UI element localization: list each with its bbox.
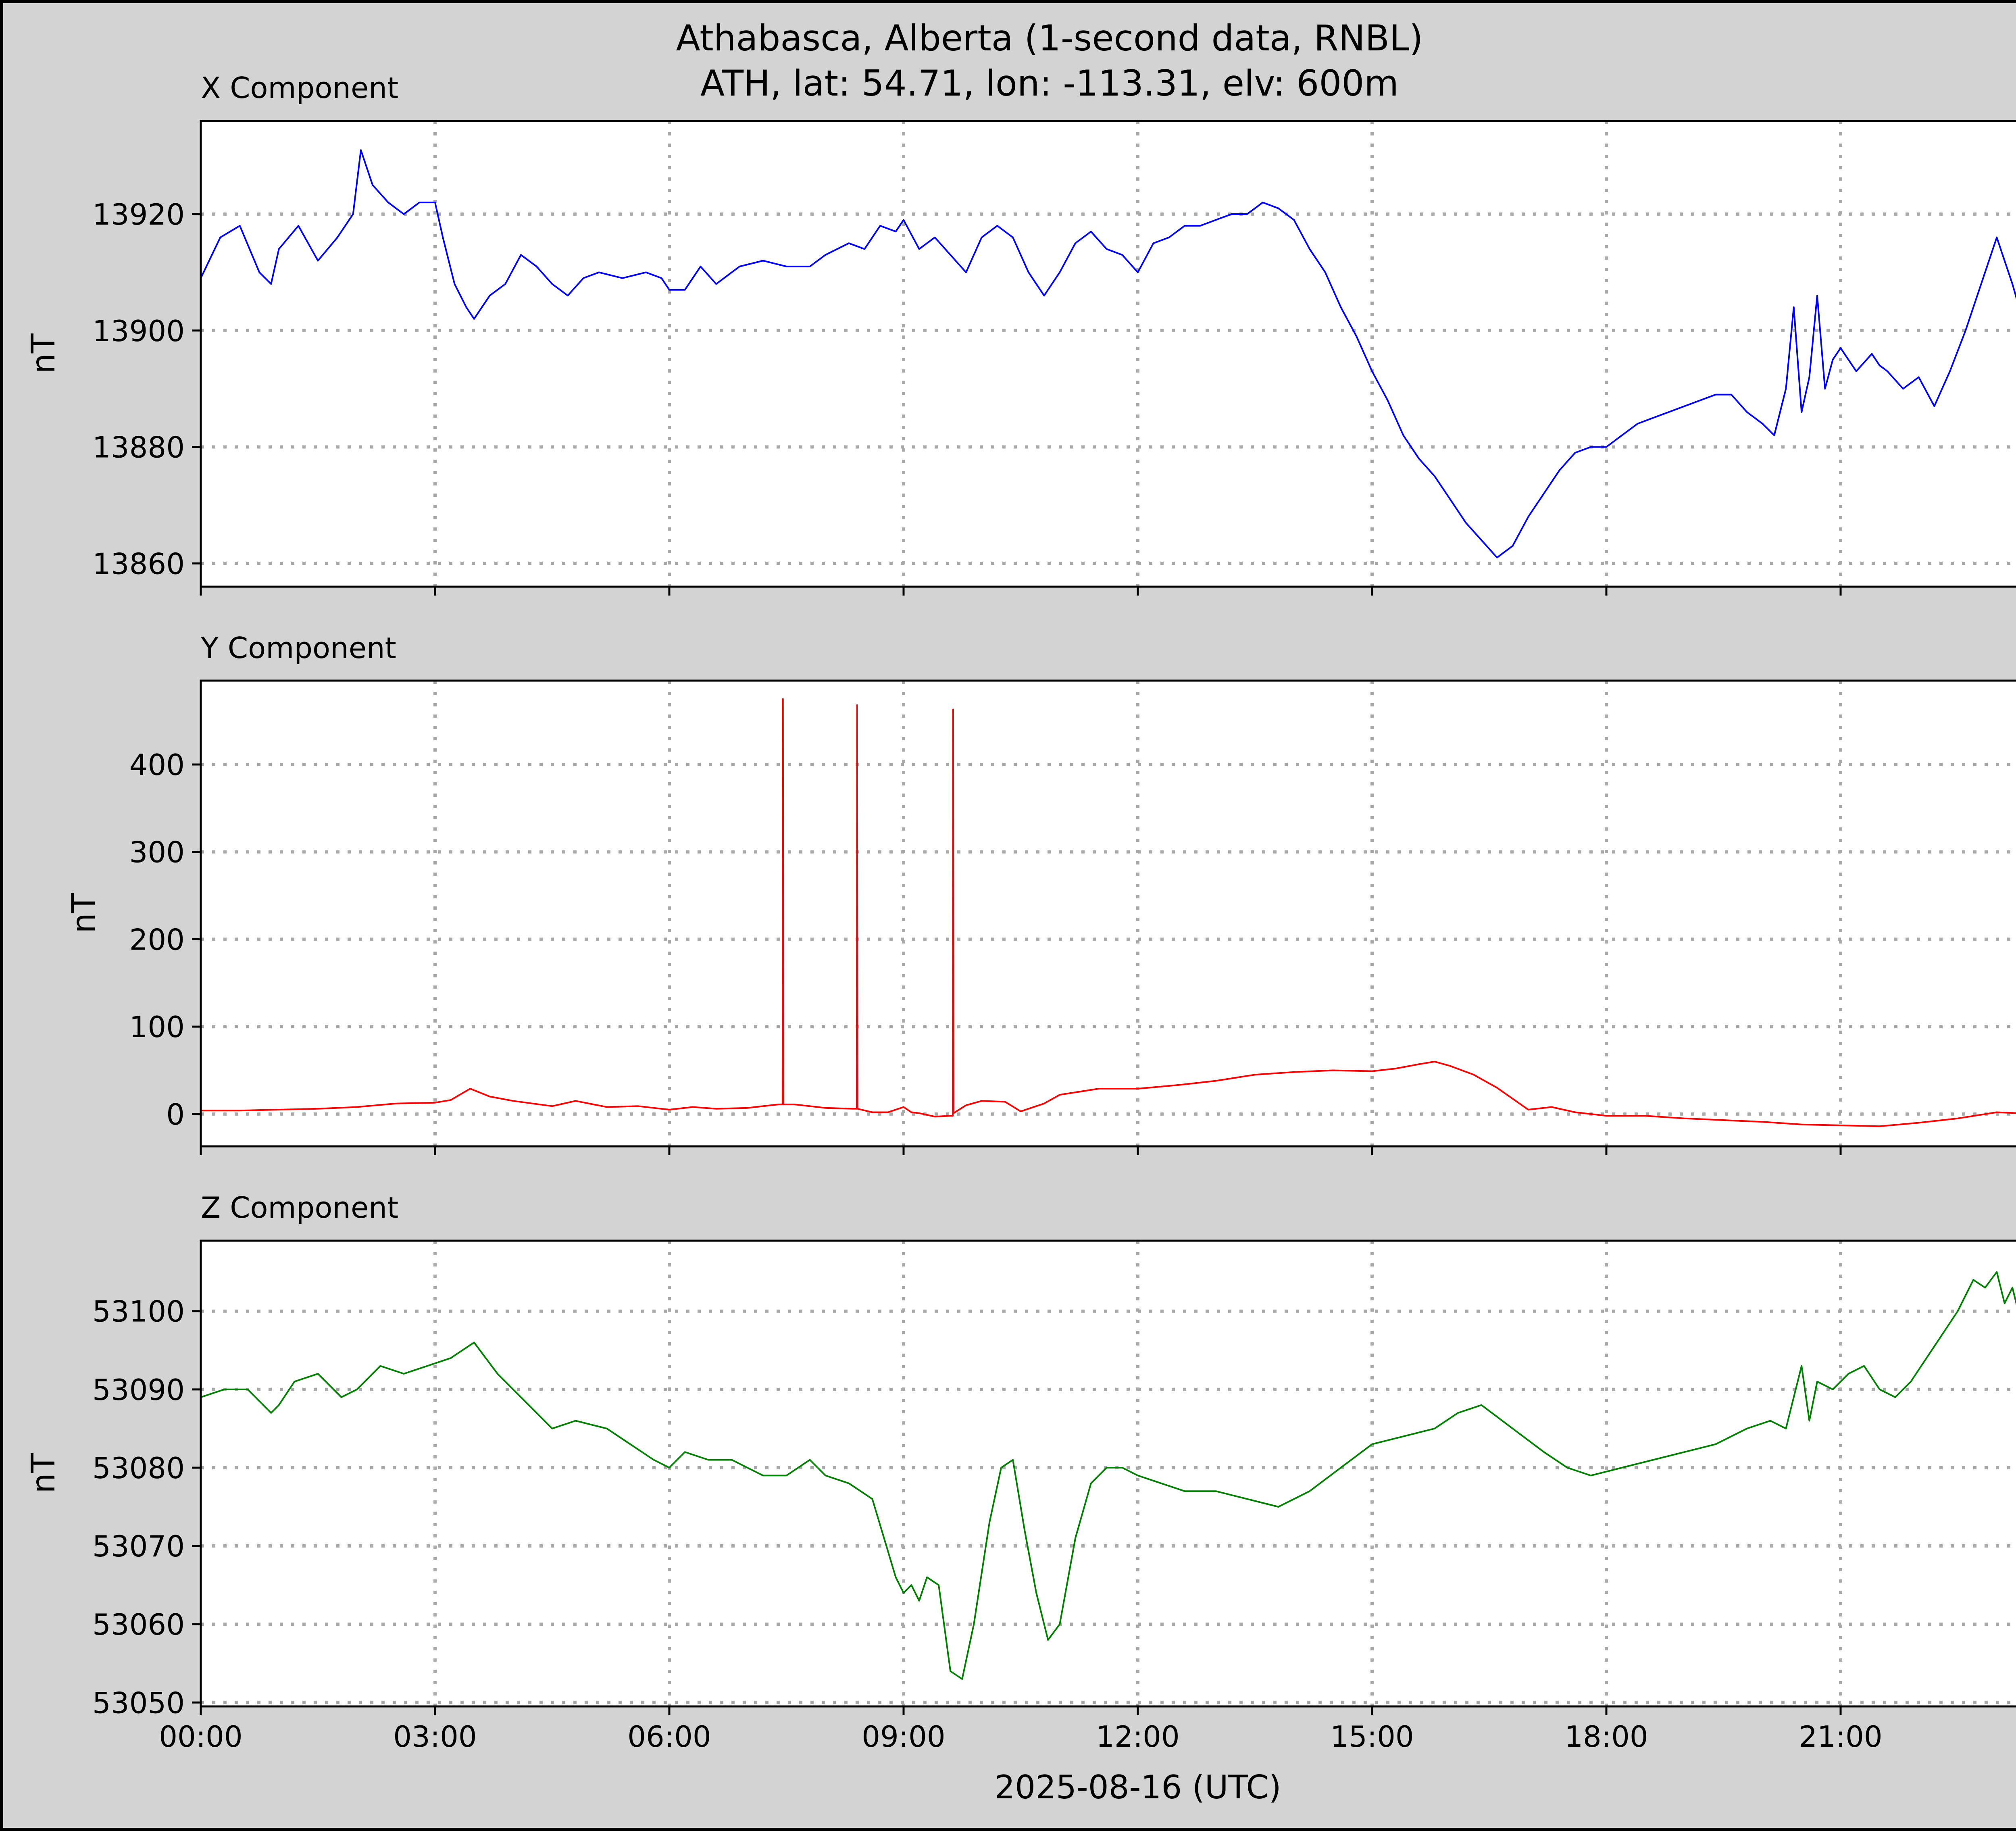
z-component-x-axis: 00:00 03:00 06:00 09:00 12:00 15:00 18:00 21:00 [159,1706,1883,1754]
z-component-ylabel: nT [25,1453,62,1494]
x-tick-label: 00:00 [159,1720,243,1754]
z-component-y-tick-label: 53100 [92,1295,185,1329]
y-component-y-axis: 0 100 200 300 400 [129,748,201,1131]
x-component-y-axis: 13860 13880 13900 13920 [92,198,201,581]
z-component-plot-area [201,1241,2016,1706]
y-component-y-tick-label: 200 [129,923,185,956]
z-component-panel: Z Component 53050 53060 53070 53080 53090 531… [25,1191,2016,1754]
x-component-plot-area [201,121,2016,587]
x-component-grid [201,121,2016,587]
z-component-title: Z Component [201,1191,398,1225]
y-component-plot-area [201,681,2016,1146]
y-component-y-tick-label: 0 [166,1098,185,1131]
z-component-y-tick-label: 53060 [92,1608,185,1641]
figure-title-line-2: ATH, lat: 54.71, lon: -113.31, elv: 600m [700,62,1399,104]
x-axis-label: 2025-08-16 (UTC) [994,1769,1281,1806]
y-component-title: Y Component [200,631,396,665]
y-component-x-axis [200,1146,1842,1155]
z-component-grid [201,1241,2016,1706]
x-component-series-line [200,149,2016,558]
y-component-ylabel: nT [65,893,102,933]
z-component-y-tick-label: 53070 [92,1529,185,1563]
x-component-y-tick-label: 13920 [92,198,185,231]
x-tick-label: 15:00 [1330,1720,1414,1754]
x-component-y-tick-label: 13900 [92,314,185,348]
x-tick-label: 03:00 [393,1720,477,1754]
z-component-series-line [200,1271,2016,1680]
x-component-panel: X Component 13860 13880 13900 13920 nT [25,71,2016,596]
z-component-y-tick-label: 53050 [92,1686,185,1720]
x-tick-label: 06:00 [627,1720,711,1754]
x-tick-label: 12:00 [1096,1720,1180,1754]
figure-title-line-1: Athabasca, Alberta (1-second data, RNBL) [676,17,1423,59]
z-component-y-tick-label: 53090 [92,1373,185,1407]
y-component-y-tick-label: 300 [129,835,185,869]
z-component-y-axis: 53050 53060 53070 53080 53090 53100 [92,1295,201,1720]
x-component-y-tick-label: 13860 [92,547,185,581]
y-component-y-tick-label: 100 [129,1010,185,1044]
y-component-series-line [201,698,2016,1127]
x-component-x-axis [200,587,1842,596]
x-component-title: X Component [201,71,398,105]
z-component-y-tick-label: 53080 [92,1451,185,1485]
x-tick-label: 09:00 [862,1720,946,1754]
y-component-grid [201,681,2016,1146]
x-component-ylabel: nT [25,333,62,374]
x-tick-label: 21:00 [1799,1720,1883,1754]
y-component-y-tick-label: 400 [129,748,185,782]
x-component-y-tick-label: 13880 [92,431,185,465]
x-tick-label: 18:00 [1564,1720,1648,1754]
y-component-panel: Y Component 0 100 200 300 400 nT [65,631,2016,1155]
